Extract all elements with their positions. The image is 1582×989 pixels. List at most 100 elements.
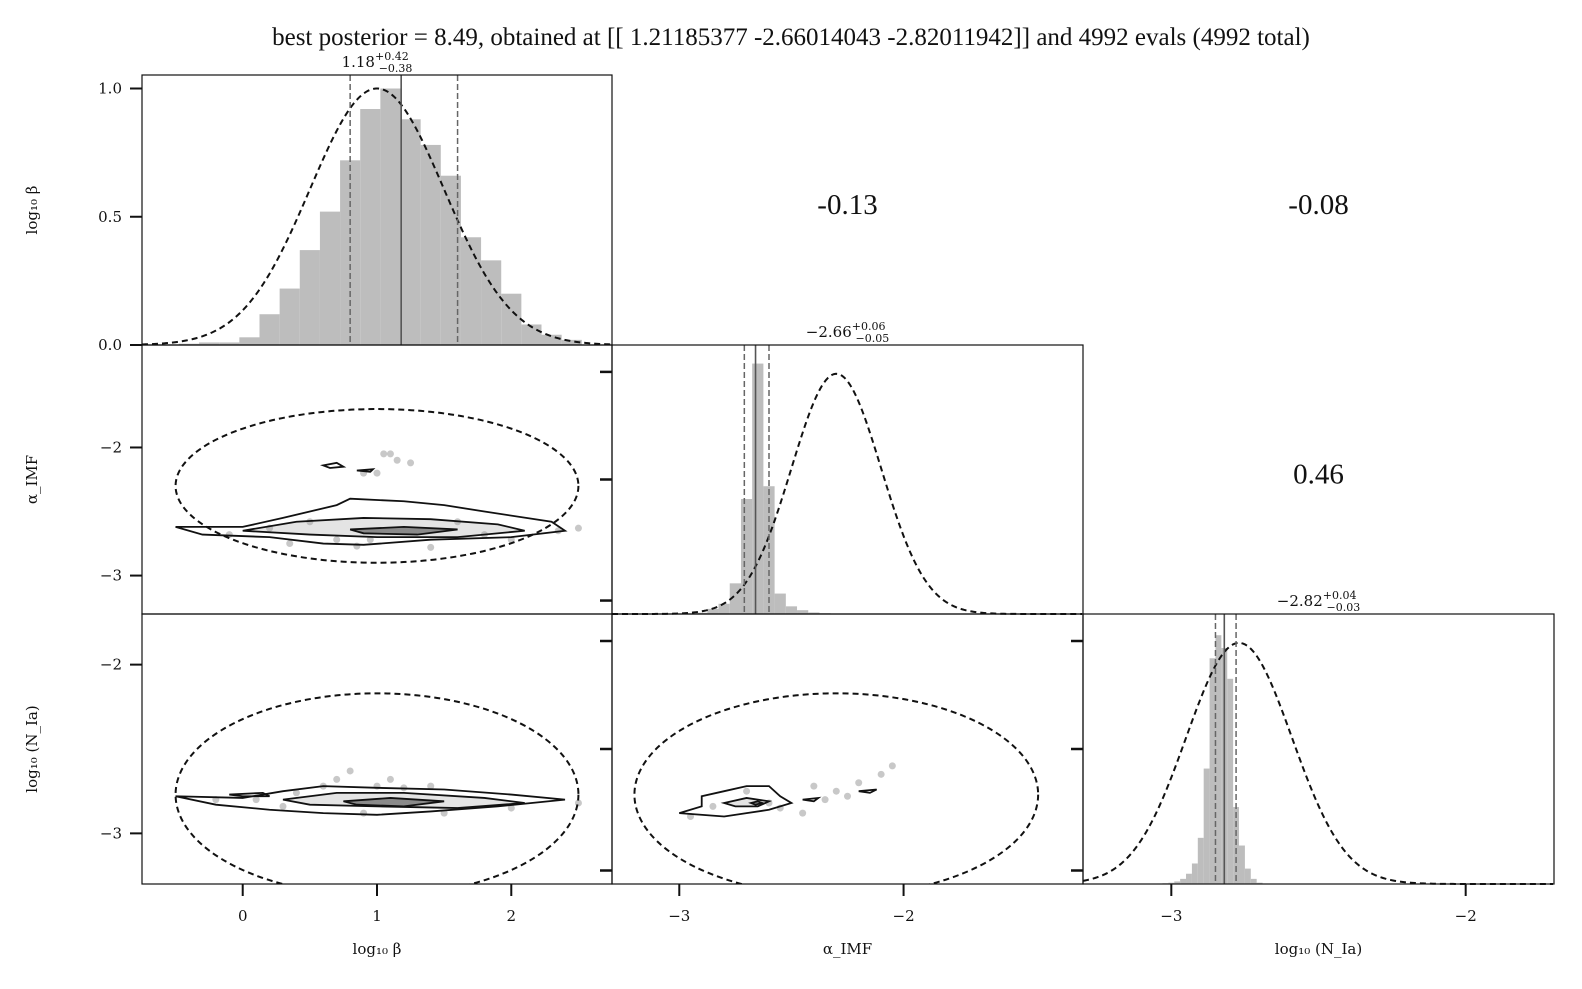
sample-point — [346, 767, 354, 775]
contour-line — [229, 791, 270, 798]
prior-ellipse — [174, 408, 580, 564]
hist-bar — [299, 250, 320, 345]
contour-line — [175, 497, 568, 546]
hist-bar — [259, 314, 280, 345]
y-tick-label: −3 — [100, 824, 122, 842]
sample-point — [252, 796, 260, 804]
sample-point — [574, 524, 582, 532]
sample-point — [743, 787, 751, 795]
sample-point — [574, 799, 582, 807]
hist-bar — [1180, 878, 1187, 884]
x-axis-label: log₁₀ β — [353, 940, 402, 958]
x-tick-label: −3 — [668, 907, 690, 925]
prior-curve — [1082, 641, 1553, 885]
sample-point — [286, 540, 294, 548]
hist-bar — [1186, 873, 1192, 884]
sample-point — [844, 792, 851, 800]
sample-point — [333, 536, 341, 544]
pair-panel-0-2 — [141, 613, 613, 885]
panel-frame — [1082, 613, 1555, 885]
sample-point — [386, 450, 394, 458]
sample-point — [877, 770, 885, 778]
x-axis-label: log₁₀ (N_Ia) — [1275, 940, 1362, 958]
hist-bar — [279, 288, 300, 345]
hist-bar — [1244, 868, 1251, 884]
x-tick-label: 1 — [372, 907, 382, 925]
correlation-label: -0.08 — [1288, 189, 1348, 221]
sample-point — [380, 450, 388, 458]
hist-bar — [1168, 882, 1175, 884]
prior-curve — [612, 372, 1082, 615]
sample-point — [855, 779, 863, 787]
hist-bar — [360, 109, 381, 346]
contour-line — [282, 791, 525, 809]
y-tick-label: 0.5 — [98, 208, 122, 226]
sample-point — [373, 469, 381, 477]
hist-panel-1: −2.66+0.06 −0.05 — [611, 320, 1084, 615]
hist-bar — [460, 237, 482, 345]
panel-frame — [141, 613, 613, 885]
hist-bar — [400, 119, 421, 345]
x-tick-label: −2 — [893, 907, 915, 925]
sample-point — [292, 789, 300, 797]
correlation-label: -0.13 — [817, 189, 877, 221]
sample-point — [888, 762, 896, 770]
sample-point — [709, 802, 717, 810]
hist-bar — [1227, 678, 1234, 884]
hist-bar — [319, 211, 341, 345]
x-tick-label: −3 — [1160, 907, 1182, 925]
y-axis-label: log₁₀ β — [23, 186, 41, 235]
marginal-stat-label: −2.66+0.06 −0.05 — [806, 320, 889, 345]
hist-bar — [561, 339, 582, 345]
correlation-label: 0.46 — [1293, 459, 1344, 491]
hist-bar — [785, 606, 798, 614]
y-tick-label: 1.0 — [98, 80, 122, 98]
y-axis-label: α_IMF — [23, 455, 41, 504]
y-tick-label: −2 — [100, 656, 122, 674]
hist-bar — [797, 610, 809, 614]
hist-bar — [1256, 882, 1263, 884]
hist-bar — [199, 342, 220, 345]
hist-bar — [1174, 881, 1181, 884]
contour-line — [748, 800, 766, 806]
sample-point — [393, 456, 401, 464]
marginal-stat-label: 1.18+0.42 −0.38 — [342, 50, 413, 75]
prior-ellipse — [633, 692, 1040, 884]
hist-bar — [1215, 635, 1222, 884]
y-tick-label: 0.0 — [98, 336, 122, 354]
hist-bar — [1250, 878, 1257, 884]
sample-point — [832, 787, 840, 795]
contour-line — [356, 468, 376, 473]
contour-line — [858, 788, 878, 794]
hist-bar — [752, 363, 764, 614]
sample-point — [821, 796, 829, 804]
hist-bar — [1197, 837, 1204, 884]
hist-bar — [380, 88, 401, 345]
panel-frame — [611, 344, 1084, 615]
chart-title: best posterior = 8.49, obtained at [[ 1.… — [272, 24, 1310, 51]
contour-line — [802, 796, 822, 803]
hist-panel-2: −2.82+0.04 −0.03 — [1082, 589, 1555, 885]
marginal-stat-label: −2.82+0.04 −0.03 — [1277, 589, 1360, 614]
hist-bar — [1239, 845, 1245, 884]
hist-bar — [541, 334, 562, 345]
sample-point — [386, 775, 394, 783]
hist-bar — [1191, 863, 1198, 884]
x-tick-label: 2 — [507, 907, 517, 925]
contour-line — [343, 797, 445, 808]
contour-line — [720, 797, 773, 808]
sample-point — [427, 543, 435, 551]
hist-panel-0: 1.18+0.42 −0.38 — [141, 50, 613, 346]
prior-curve — [141, 87, 613, 346]
hist-bar — [481, 260, 502, 345]
hist-bar — [763, 486, 775, 614]
sample-point — [333, 775, 341, 783]
sample-point — [407, 459, 415, 467]
sample-point — [799, 809, 807, 817]
panel-frame — [611, 613, 1084, 885]
y-axis-label: log₁₀ (N_Ia) — [23, 705, 41, 792]
hist-bar — [774, 593, 786, 614]
contour-line — [679, 785, 794, 818]
hist-bar — [729, 583, 741, 614]
